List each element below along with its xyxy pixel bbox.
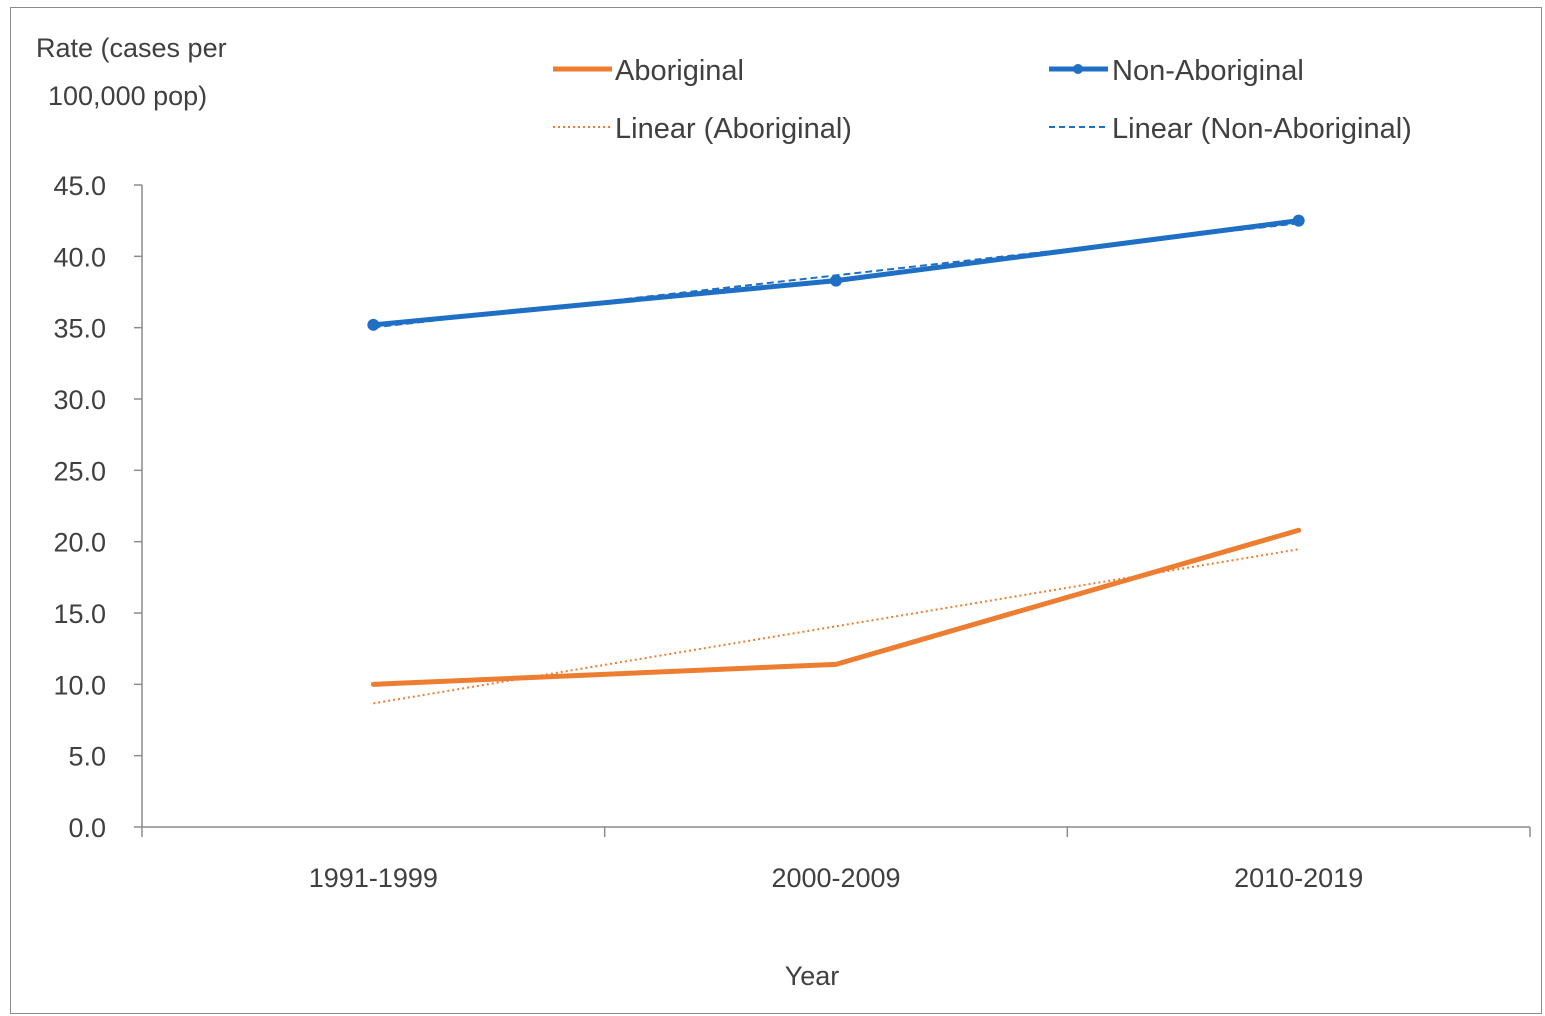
- x-tick-label: 1991-1999: [309, 863, 438, 893]
- legend: Aboriginal Non-Aboriginal Linear (Aborig…: [553, 55, 1412, 145]
- y-tick-label: 25.0: [53, 456, 106, 486]
- y-axis-title-line-1: Rate (cases per: [36, 33, 227, 63]
- legend-label-linear-non-aboriginal: Linear (Non-Aboriginal): [1112, 113, 1412, 145]
- axes: 0.0 5.0 10.0 15.0 20.0 25.0 30.0 35.0 40.0 45.0 19…: [53, 171, 1531, 893]
- y-tick-label: 45.0: [53, 171, 106, 201]
- x-axis-title: Year: [785, 961, 840, 991]
- legend-label-linear-aboriginal: Linear (Aboriginal): [615, 113, 852, 145]
- plot-area: [367, 214, 1305, 705]
- data-point-non-aboriginal: [367, 318, 380, 331]
- y-tick-label: 30.0: [53, 385, 106, 415]
- x-tick-label: 2010-2019: [1234, 863, 1363, 893]
- series-line-aboriginal: [370, 527, 1302, 687]
- y-tick-label: 35.0: [53, 314, 106, 344]
- legend-label-aboriginal: Aboriginal: [615, 55, 744, 87]
- legend-marker-non-aboriginal: [1073, 64, 1083, 74]
- legend-label-non-aboriginal: Non-Aboriginal: [1112, 55, 1304, 87]
- x-tick-label: 2000-2009: [771, 863, 900, 893]
- data-point-non-aboriginal: [830, 274, 842, 287]
- y-tick-label: 10.0: [53, 670, 106, 700]
- y-tick-label: 5.0: [68, 742, 106, 772]
- y-tick-label: 15.0: [53, 599, 106, 629]
- y-axis-title-line-2: 100,000 pop): [48, 81, 207, 111]
- data-point-non-aboriginal: [1292, 214, 1305, 227]
- series-line-non-aboriginal: [370, 218, 1302, 328]
- y-tick-label: 0.0: [68, 813, 106, 843]
- y-tick-label: 20.0: [53, 528, 106, 558]
- chart-frame: [10, 7, 1542, 1014]
- y-tick-label: 40.0: [53, 242, 106, 272]
